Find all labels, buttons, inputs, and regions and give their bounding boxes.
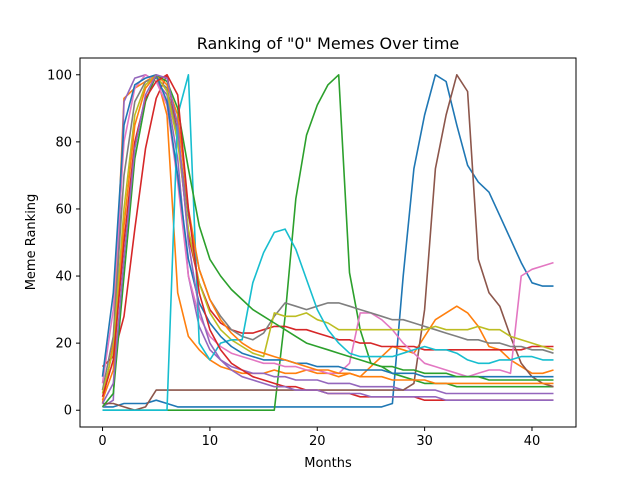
x-tick-label: 40: [524, 434, 541, 449]
x-tick-label: 0: [98, 434, 106, 449]
x-axis-ticks: 0 10 20 30 40: [98, 427, 540, 449]
x-tick-label: 20: [309, 434, 326, 449]
x-axis-label: Months: [304, 456, 352, 471]
series-line-2: [102, 74, 554, 412]
series-line-8: [101, 74, 554, 394]
y-tick-label: 20: [55, 337, 72, 352]
x-tick-label: 10: [202, 434, 219, 449]
series-lines: [101, 74, 554, 412]
series-line-11: [101, 74, 554, 401]
y-tick-label: 100: [47, 68, 72, 83]
series-line-5: [102, 74, 554, 412]
series-line-14: [101, 74, 554, 404]
series-line-4: [102, 74, 554, 408]
y-tick-label: 0: [64, 404, 72, 419]
y-tick-label: 80: [55, 135, 72, 150]
plot-frame: [79, 57, 577, 428]
series-line-0: [102, 74, 554, 408]
y-tick-label: 60: [55, 202, 72, 217]
y-axis-label: Meme Ranking: [24, 194, 39, 291]
series-line-12: [101, 74, 554, 408]
series-line-6: [101, 74, 554, 384]
y-tick-label: 40: [55, 270, 72, 285]
y-axis-ticks: 0 20 40 60 80 100: [47, 68, 80, 419]
x-tick-label: 30: [416, 434, 433, 449]
chart-title: Ranking of "0" Memes Over time: [197, 34, 460, 53]
